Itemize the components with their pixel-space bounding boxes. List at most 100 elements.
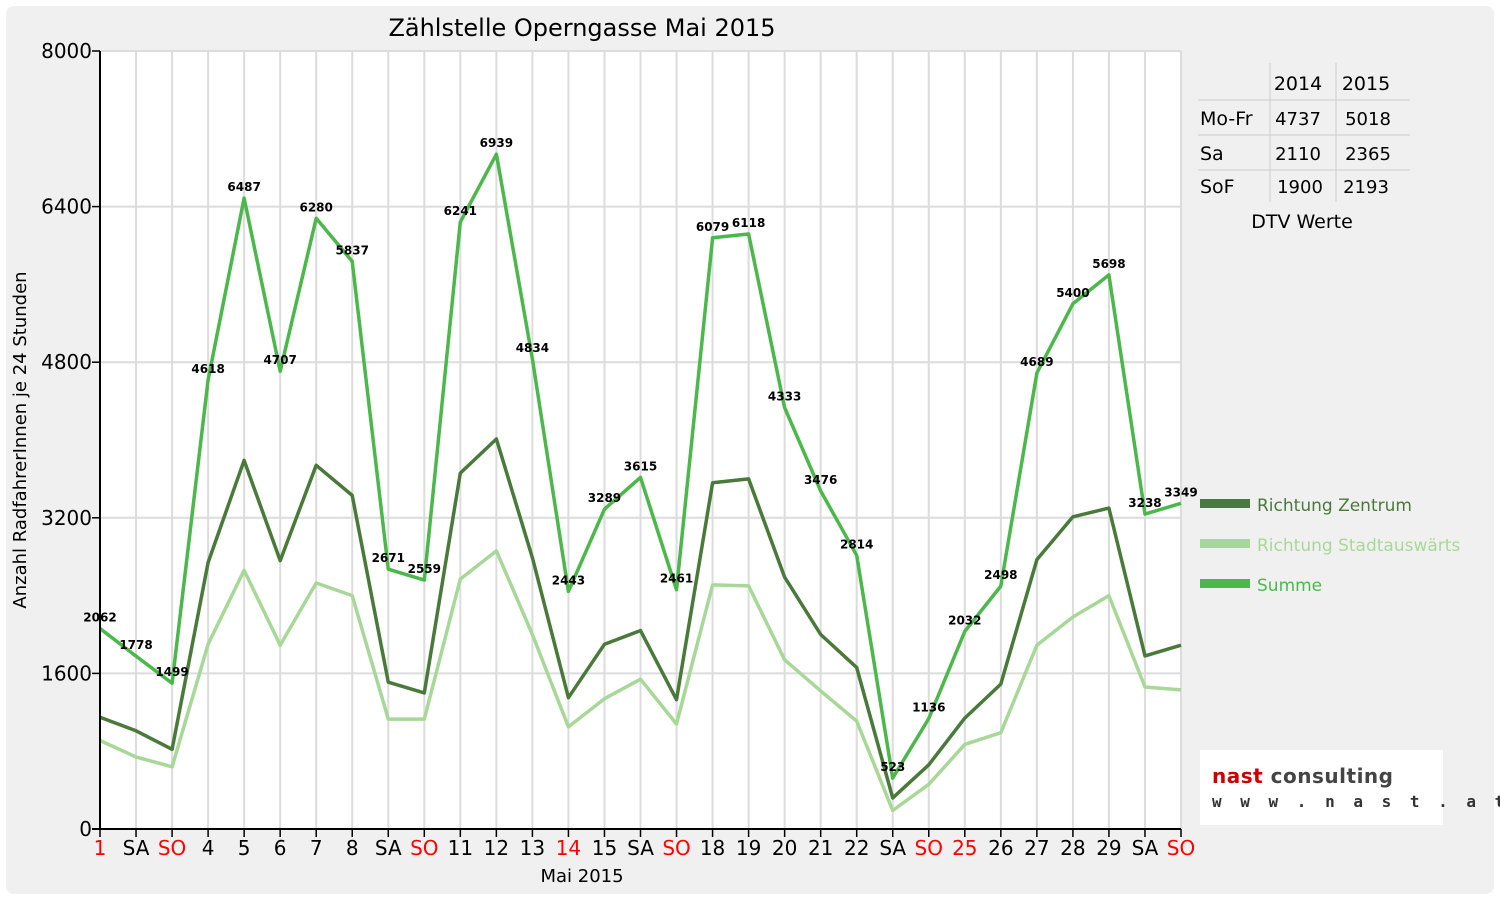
- data-label: 5698: [1092, 257, 1125, 271]
- data-label: 2671: [372, 551, 405, 565]
- data-label: 3476: [804, 473, 837, 487]
- y-tick-label: 3200: [41, 506, 92, 530]
- x-tick-label: SA: [1132, 836, 1159, 860]
- x-tick-label: 29: [1096, 836, 1121, 860]
- y-tick-label: 6400: [41, 195, 92, 219]
- x-tick-label: 21: [808, 836, 833, 860]
- data-label: 4689: [1020, 355, 1053, 369]
- legend-label: Richtung Stadtauswärts: [1257, 536, 1460, 556]
- data-label: 2032: [948, 613, 981, 627]
- x-tick-label: 5: [238, 836, 251, 860]
- y-axis-ticks: 0 1600 3200 4800 6400 8000: [41, 39, 100, 841]
- x-tick-label: 15: [592, 836, 617, 860]
- x-tick-label: 19: [736, 836, 761, 860]
- x-tick-label: 7: [310, 836, 323, 860]
- data-label: 2443: [552, 573, 585, 587]
- x-axis-ticks: 1 SA SO 4 5 6 7 8 SA SO 11 12 13 14 15 SA SO 18 19 20 21 22 SA…: [94, 829, 1195, 860]
- data-label: 3238: [1128, 496, 1161, 510]
- dtv-cell: 2110: [1275, 144, 1321, 165]
- x-tick-label: 25: [952, 836, 977, 860]
- legend-label: Richtung Zentrum: [1257, 496, 1412, 516]
- data-label: 6079: [696, 220, 729, 234]
- logo-url: w w w . n a s t . a t: [1212, 792, 1500, 811]
- legend-label: Summe: [1257, 576, 1322, 596]
- dtv-cell: 1900: [1277, 177, 1323, 198]
- data-label: 2461: [660, 572, 693, 586]
- data-label: 2559: [408, 562, 441, 576]
- x-tick-label: 18: [700, 836, 725, 860]
- legend-swatch: [1200, 499, 1250, 508]
- data-label: 4707: [263, 353, 296, 367]
- series-lines: [98, 152, 1182, 813]
- data-label: 2062: [83, 610, 116, 624]
- data-label: 3289: [588, 491, 621, 505]
- data-label: 6118: [732, 216, 765, 230]
- logo-word-consulting: consulting: [1270, 764, 1394, 788]
- dtv-table: 2014 2015 Mo-Fr 4737 5018 Sa 2110 2365 S…: [1198, 63, 1410, 233]
- x-tick-label: SA: [375, 836, 402, 860]
- data-label: 1499: [155, 665, 188, 679]
- x-tick-label: 11: [448, 836, 473, 860]
- x-tick-label: 6: [274, 836, 287, 860]
- data-label: 3615: [624, 459, 657, 473]
- x-tick-label: SA: [627, 836, 654, 860]
- y-tick-label: 0: [79, 817, 92, 841]
- data-label: 6280: [299, 200, 332, 214]
- data-label: 2814: [840, 537, 873, 551]
- data-label: 5837: [336, 243, 369, 257]
- data-label: 523: [880, 760, 905, 774]
- legend: Richtung Zentrum Richtung Stadtauswärts Su…: [1200, 496, 1460, 596]
- logo-word-nast: nast: [1212, 764, 1264, 788]
- x-tick-label: 1: [94, 836, 107, 860]
- dtv-cell: 2193: [1343, 177, 1389, 198]
- data-label: 3349: [1164, 485, 1197, 499]
- x-tick-label: 14: [556, 836, 581, 860]
- dtv-row-label: SoF: [1200, 176, 1235, 198]
- data-label: 2498: [984, 568, 1017, 582]
- dtv-cell: 5018: [1345, 109, 1391, 130]
- x-tick-label: 12: [484, 836, 509, 860]
- legend-swatch: [1200, 579, 1250, 588]
- x-tick-label: 4: [202, 836, 215, 860]
- data-label: 4333: [768, 390, 801, 404]
- x-tick-label: SO: [158, 836, 186, 860]
- x-tick-label: SO: [662, 836, 690, 860]
- dtv-header-2015: 2015: [1342, 73, 1390, 95]
- x-tick-label: SO: [410, 836, 438, 860]
- data-label: 6939: [480, 136, 513, 150]
- chart-title: Zählstelle Operngasse Mai 2015: [388, 14, 775, 42]
- dtv-header-2014: 2014: [1274, 73, 1322, 95]
- axes: [92, 51, 1181, 830]
- x-tick-label: 27: [1024, 836, 1049, 860]
- x-tick-label: 26: [988, 836, 1013, 860]
- data-label: 4618: [191, 362, 224, 376]
- x-tick-label: SO: [1167, 836, 1195, 860]
- y-tick-label: 4800: [41, 350, 92, 374]
- x-tick-label: 20: [772, 836, 797, 860]
- x-tick-label: 28: [1060, 836, 1085, 860]
- logo-wordmark: nast consulting: [1212, 764, 1393, 788]
- series-line-2: [98, 152, 1182, 780]
- x-tick-label: SA: [879, 836, 906, 860]
- company-logo: nast consulting w w w . n a s t . a t: [1200, 750, 1500, 825]
- series-line-1: [99, 549, 1182, 813]
- y-axis-label: Anzahl RadfahrerInnen je 24 Stunden: [10, 271, 31, 608]
- y-tick-label: 8000: [41, 39, 92, 63]
- data-label: 5400: [1056, 286, 1089, 300]
- x-tick-label: 22: [844, 836, 869, 860]
- x-tick-label: 8: [346, 836, 359, 860]
- series-line-0: [99, 437, 1182, 800]
- data-label: 6487: [227, 180, 260, 194]
- data-label: 1136: [912, 701, 945, 715]
- dtv-row-label: Sa: [1200, 143, 1224, 165]
- dtv-caption: DTV Werte: [1251, 211, 1353, 233]
- x-tick-label: SO: [915, 836, 943, 860]
- dtv-row-label: Mo-Fr: [1200, 108, 1253, 130]
- data-label: 6241: [444, 204, 477, 218]
- y-tick-label: 1600: [41, 661, 92, 685]
- x-axis-label: Mai 2015: [540, 866, 623, 887]
- x-tick-label: 13: [520, 836, 545, 860]
- legend-swatch: [1200, 539, 1250, 548]
